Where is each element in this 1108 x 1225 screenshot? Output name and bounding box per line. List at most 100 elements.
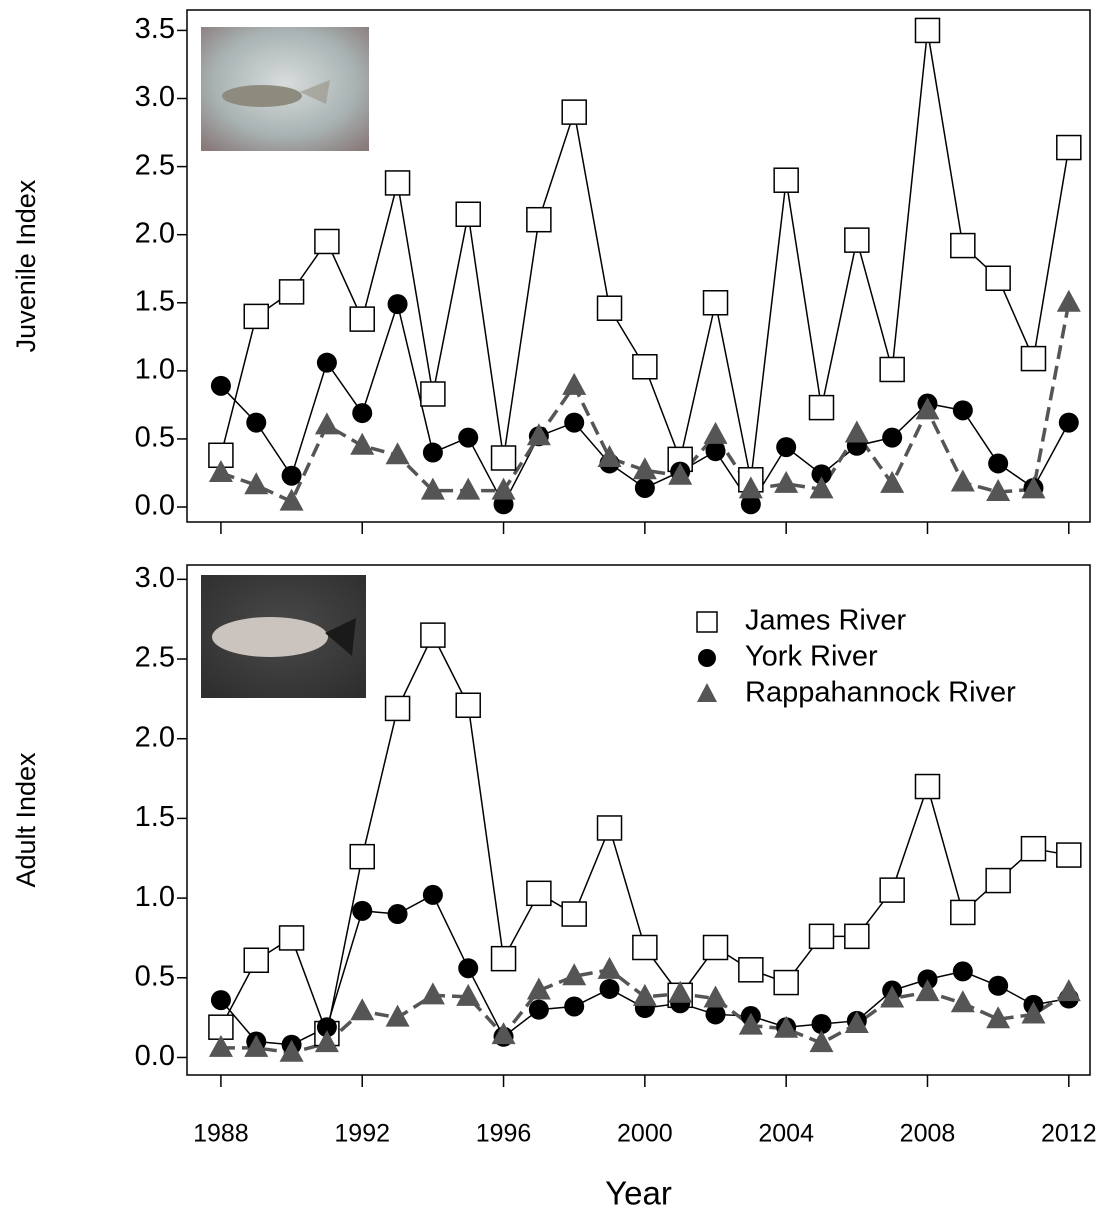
triangle-marker: [208, 459, 233, 482]
square-marker: [278, 925, 305, 951]
triangle-marker: [526, 977, 551, 1000]
y-tick-label: 3.0: [135, 562, 175, 594]
series-markers: [208, 622, 1082, 1047]
square-marker: [702, 934, 729, 961]
square-marker: [526, 206, 552, 233]
square-marker: [985, 265, 1011, 292]
triangle-marker: [844, 420, 869, 443]
triangle-marker: [562, 963, 587, 986]
circle-marker: [882, 427, 903, 448]
circle-marker: [564, 412, 585, 433]
triangle-marker: [738, 476, 763, 499]
square-marker: [596, 815, 623, 841]
x-tick-label: 2000: [617, 1120, 673, 1148]
triangle-marker: [915, 979, 940, 1002]
y-tick-label: 1.0: [135, 881, 175, 913]
triangle-marker: [208, 1034, 233, 1057]
square-marker: [844, 923, 870, 950]
triangle-marker: [774, 470, 799, 493]
y-tick-label: 2.0: [135, 721, 175, 753]
triangle-marker: [385, 1004, 410, 1027]
triangle-marker: [880, 470, 905, 493]
triangle-marker: [880, 985, 905, 1008]
circle-marker: [952, 400, 973, 421]
triangle-marker: [597, 445, 622, 467]
circle-marker: [316, 1017, 337, 1038]
triangle-marker: [456, 477, 481, 500]
triangle-marker: [668, 980, 693, 1003]
circle-marker: [705, 1004, 726, 1025]
circle-marker: [811, 464, 832, 485]
triangle-marker: [279, 1039, 304, 1062]
triangle-marker: [1021, 476, 1046, 499]
square-marker: [773, 969, 799, 996]
adult-photo: [201, 575, 366, 698]
square-marker: [420, 622, 446, 648]
square-marker: [1020, 345, 1047, 372]
circle-marker: [281, 465, 302, 486]
square-marker: [738, 957, 764, 983]
square-marker: [526, 880, 552, 907]
triangle-marker: [420, 982, 445, 1005]
x-tick-label: 1996: [476, 1120, 532, 1148]
square-marker: [632, 934, 658, 961]
circle-marker: [246, 412, 267, 433]
legend-circle: [698, 649, 716, 667]
square-marker: [1056, 134, 1082, 161]
square-marker: [420, 381, 446, 407]
square-marker: [349, 306, 375, 332]
triangle-marker: [350, 432, 375, 455]
triangle-marker: [350, 998, 375, 1021]
circle-marker: [988, 975, 1009, 996]
y-tick-label: 2.5: [135, 642, 175, 674]
square-marker: [702, 290, 729, 316]
legend-label: James River: [745, 605, 906, 637]
circle-marker: [952, 961, 973, 982]
square-marker: [914, 773, 941, 800]
square-marker: [879, 877, 905, 903]
plot-frame: [186, 564, 1091, 1076]
circle-marker: [740, 494, 761, 515]
y-tick-label: 3.0: [135, 81, 175, 113]
x-tick-label: 2012: [1041, 1120, 1097, 1148]
triangle-marker: [562, 372, 587, 395]
legend-triangle: [697, 683, 717, 702]
y-tick-label: 1.5: [135, 801, 175, 833]
circle-marker: [776, 437, 797, 458]
x-axis-label: Year: [605, 1175, 672, 1212]
square-marker: [950, 232, 976, 259]
triangle-marker: [1056, 289, 1081, 312]
circle-marker: [458, 427, 479, 448]
square-marker: [561, 99, 587, 125]
circle-marker: [422, 884, 443, 905]
circle-marker: [422, 442, 443, 463]
square-marker: [879, 356, 905, 383]
triangle-marker: [703, 985, 728, 1008]
square-marker: [243, 303, 269, 330]
triangle-marker: [279, 488, 304, 511]
legend: James River York River Rappahannock River: [696, 605, 1016, 709]
y-tick-label: 2.0: [135, 217, 175, 249]
triangle-marker: [986, 1006, 1011, 1029]
circle-marker: [528, 999, 549, 1020]
circle-marker: [210, 375, 231, 396]
juvenile-photo: [201, 27, 369, 151]
y-tick-label: 0.0: [135, 490, 175, 522]
triangle-marker: [491, 477, 516, 500]
circle-marker: [387, 904, 408, 925]
triangle-marker: [915, 397, 940, 420]
triangle-marker: [1021, 1001, 1046, 1024]
x-tick-label: 2004: [758, 1120, 814, 1148]
triangle-marker: [526, 423, 551, 446]
x-tick-label: 2008: [900, 1120, 956, 1148]
y-axis-label: Adult Index: [11, 752, 41, 888]
square-marker: [773, 167, 799, 193]
legend-label: York River: [745, 641, 878, 673]
circle-marker: [352, 900, 373, 921]
series-markers: [208, 17, 1082, 493]
square-marker: [561, 901, 587, 927]
triangle-marker: [703, 421, 728, 444]
square-marker: [808, 394, 835, 421]
triangle-marker: [809, 1030, 834, 1053]
triangle-marker: [420, 477, 445, 500]
